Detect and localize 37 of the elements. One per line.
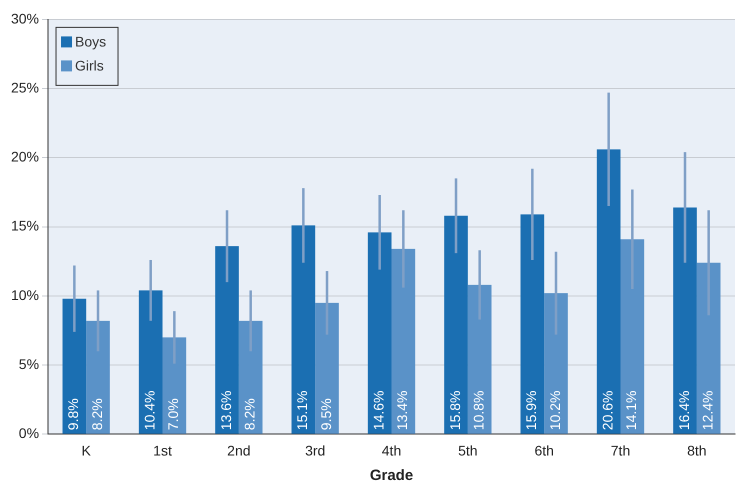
y-tick-label: 25% (10, 79, 40, 96)
x-tick-label: 3rd (305, 442, 326, 458)
x-tick-label: 1st (153, 442, 172, 458)
y-tick-label: 20% (10, 148, 40, 165)
x-tick-label: 8th (687, 442, 707, 458)
x-tick-label: 2nd (227, 442, 251, 458)
data-label: 10.2% (546, 390, 563, 430)
data-label: 13.6% (218, 390, 234, 430)
data-label: 9.8% (65, 398, 82, 430)
legend-label: Boys (75, 33, 106, 50)
data-label: 15.1% (294, 390, 310, 430)
data-label: 8.2% (242, 398, 258, 430)
y-tick-label: 10% (10, 286, 40, 303)
y-tick-label: 5% (18, 356, 40, 372)
x-tick-label: K (82, 442, 92, 458)
y-tick-label: 30% (10, 10, 40, 26)
y-tick-label: 15% (10, 218, 40, 234)
data-label: 10.4% (142, 390, 158, 430)
x-tick-label: 5th (458, 442, 478, 458)
data-label: 14.6% (370, 390, 387, 430)
y-tick-label: 0% (18, 425, 40, 442)
legend-label: Girls (75, 57, 104, 74)
data-label: 15.9% (523, 390, 540, 430)
x-axis-title: Grade (370, 467, 414, 484)
data-label: 10.8% (470, 390, 487, 430)
data-label: 8.2% (88, 398, 105, 430)
data-label: 14.1% (623, 390, 640, 430)
x-tick-label: 4th (382, 442, 402, 458)
data-label: 13.4% (394, 390, 410, 430)
data-label: 16.4% (676, 390, 692, 430)
x-tick-label: 7th (610, 442, 630, 458)
x-tick-label: 6th (534, 442, 554, 458)
data-label: 15.8% (446, 390, 463, 430)
data-label: 7.0% (165, 398, 182, 430)
data-label: 12.4% (700, 390, 716, 430)
data-label: 9.5% (318, 398, 334, 430)
data-label: 20.6% (600, 390, 616, 430)
